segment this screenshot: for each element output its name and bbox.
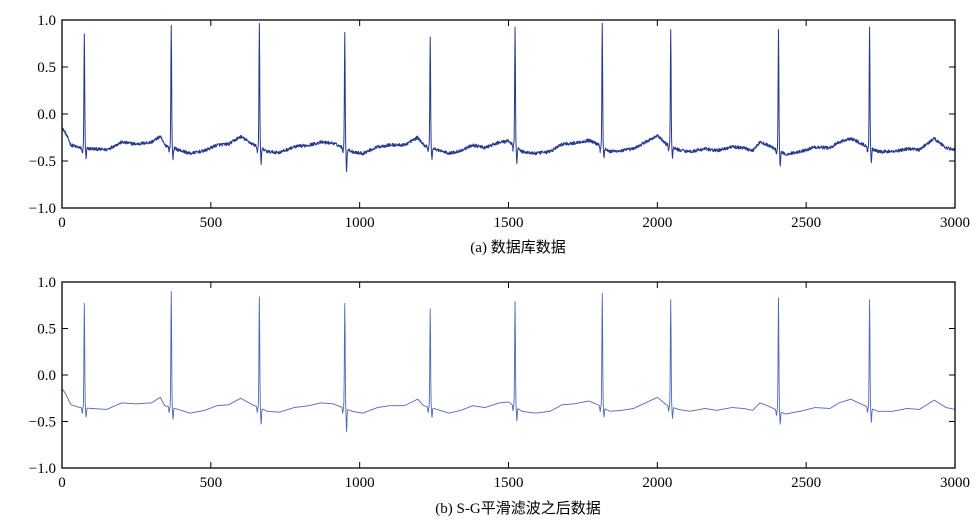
y-tick-label: −0.5 (29, 154, 56, 170)
x-tick-label: 0 (58, 215, 66, 231)
panel-raw-ecg: 0 500 1000 1500 2000 2500 3000 −1.0 −0.5 0.0 0.5 1.… (29, 13, 970, 256)
x-tick-label: 1500 (494, 215, 524, 231)
y-tick-label: 1.0 (37, 275, 56, 291)
plot-area-filtered: 0 500 1000 1500 2000 2500 3000 −1.0 −0.5 0.0 0.5 1.… (29, 275, 970, 491)
x-tick-label: 3000 (940, 215, 970, 231)
x-tick-label: 0 (58, 475, 66, 491)
x-tick-label: 1500 (494, 475, 524, 491)
caption-raw: (a) 数据库数据 (470, 239, 565, 256)
plot-area-raw: 0 500 1000 1500 2000 2500 3000 −1.0 −0.5 0.0 0.5 1.… (29, 13, 970, 231)
y-tick-label: 0.5 (37, 60, 56, 76)
x-tick-label: 1000 (345, 475, 375, 491)
y-tick-label: −1.0 (29, 461, 56, 477)
y-tick-label: −1.0 (29, 201, 56, 217)
x-tick-label: 500 (200, 215, 223, 231)
y-tick-label: 0.5 (37, 322, 56, 338)
plot-frame (61, 19, 956, 209)
plot-frame (61, 281, 956, 469)
y-tick-label: −0.5 (29, 415, 56, 431)
y-tick-label: 1.0 (37, 13, 56, 29)
panel-filtered-ecg: 0 500 1000 1500 2000 2500 3000 −1.0 −0.5 0.0 0.5 1.… (29, 275, 970, 517)
caption-filtered: (b) S-G平滑滤波之后数据 (435, 500, 600, 517)
x-tick-label: 2500 (791, 215, 821, 231)
y-tick-label: 0.0 (37, 107, 56, 123)
ecg-series-line (61, 22, 956, 173)
x-tick-label: 2000 (642, 215, 672, 231)
ecg-series-line (61, 290, 956, 432)
x-tick-label: 2000 (642, 475, 672, 491)
x-tick-label: 1000 (345, 215, 375, 231)
x-tick-label: 2500 (791, 475, 821, 491)
y-tick-label: 0.0 (37, 368, 56, 384)
x-tick-label: 500 (200, 475, 223, 491)
x-tick-label: 3000 (940, 475, 970, 491)
